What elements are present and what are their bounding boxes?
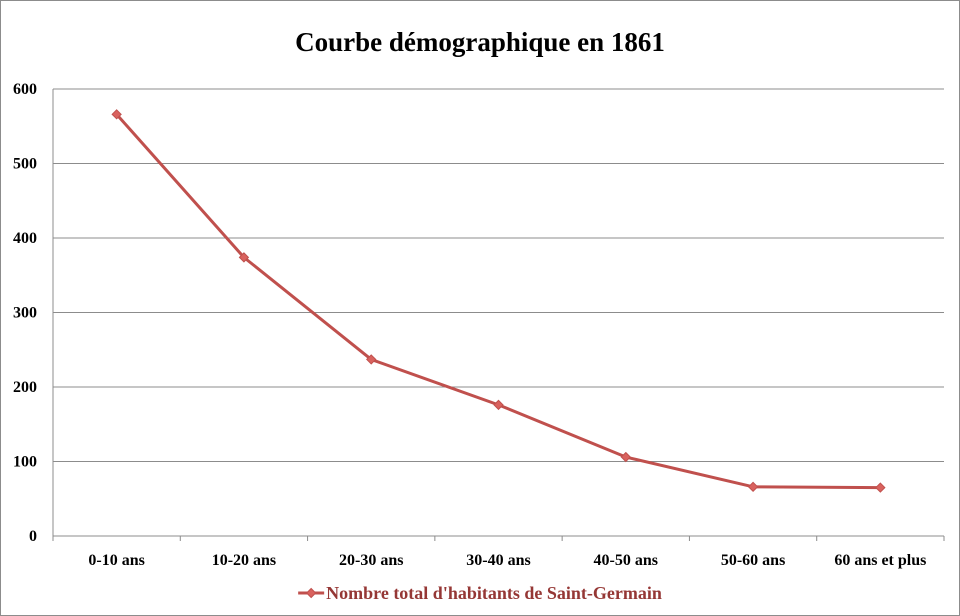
y-tick-label: 600: [13, 81, 37, 98]
data-point-marker: [111, 109, 122, 120]
x-tick-label: 50-60 ans: [721, 552, 785, 569]
series-group: [111, 109, 886, 493]
x-tick-label: 0-10 ans: [88, 552, 144, 569]
data-point-marker: [620, 451, 631, 463]
chart-title: Courbe démographique en 1861: [295, 27, 665, 57]
y-tick-label: 200: [13, 379, 37, 396]
series-line: [115, 112, 882, 490]
x-tick-label: 40-50 ans: [594, 552, 658, 569]
data-point-marker: [875, 482, 886, 493]
x-tick-label: 20-30 ans: [339, 552, 403, 569]
legend: Nombre total d'habitants de Saint-Germai…: [298, 583, 662, 603]
legend-label: Nombre total d'habitants de Saint-Germai…: [326, 583, 662, 603]
legend-marker-swatch: [305, 587, 317, 599]
data-point-marker: [747, 481, 759, 493]
gridlines: [53, 88, 944, 462]
y-tick-label: 300: [13, 305, 37, 322]
y-tick-label: 0: [29, 528, 37, 545]
data-point-marker: [238, 252, 250, 263]
data-point-marker: [366, 354, 377, 365]
data-point-marker: [493, 399, 504, 411]
x-tick-label: 60 ans et plus: [834, 552, 926, 569]
axes: [52, 89, 945, 541]
x-tick-label: 10-20 ans: [212, 552, 276, 569]
x-tick-label: 30-40 ans: [466, 552, 530, 569]
y-axis-ticks: 0 100 200 300 400 500 600: [13, 81, 37, 545]
y-tick-label: 100: [13, 454, 37, 471]
y-tick-label: 500: [13, 156, 37, 173]
x-axis-ticks: 0-10 ans 10-20 ans 20-30 ans 30-40 ans 40-50…: [88, 552, 926, 569]
y-tick-label: 400: [13, 230, 37, 247]
